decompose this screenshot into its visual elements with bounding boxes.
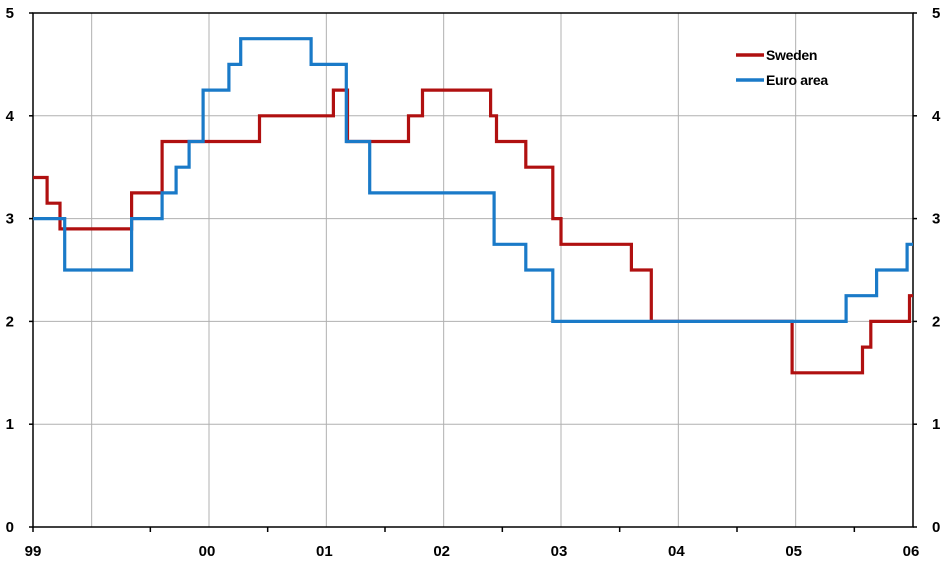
legend-label-euro-area: Euro area [766,72,828,88]
y-tick-label-right: 3 [932,211,940,228]
y-tick-label-left: 0 [6,519,14,536]
legend: Sweden Euro area [736,47,829,88]
axis-ticks: 0 01 12 23 34 45 599 00 01 02 03 04 05 06 [6,5,941,560]
x-tick-label: 06 [903,543,920,560]
y-tick-label-left: 2 [6,313,14,330]
y-tick-label-right: 4 [932,108,941,125]
series-lines [33,37,913,375]
legend-label-sweden: Sweden [766,47,817,63]
y-tick-label-right: 2 [932,313,940,330]
y-tick-label-right: 0 [932,519,940,536]
series-line-euro-area [33,37,913,323]
y-tick-label-left: 3 [6,211,14,228]
series-line-sweden [33,88,913,375]
y-tick-label-right: 5 [932,5,940,22]
x-tick-label: 03 [551,543,568,560]
plot-frame [32,12,914,528]
y-tick-label-left: 1 [6,416,14,433]
x-tick-label: 02 [433,543,450,560]
x-tick-label: 05 [785,543,802,560]
y-tick-label-left: 5 [6,5,14,22]
x-tick-label: 04 [668,543,685,560]
x-tick-label: 00 [199,543,216,560]
y-tick-label-left: 4 [6,108,15,125]
x-tick-label: 99 [25,543,42,560]
x-tick-label: 01 [316,543,333,560]
y-tick-label-right: 1 [932,416,940,433]
